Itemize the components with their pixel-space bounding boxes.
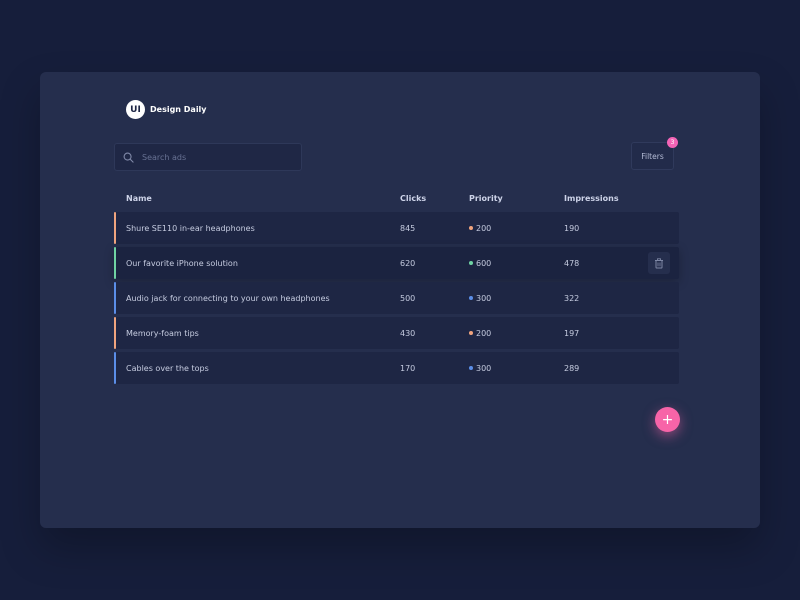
row-name: Memory-foam tips xyxy=(126,328,199,338)
search-input[interactable] xyxy=(140,151,294,163)
table-row[interactable]: Shure SE110 in-ear headphones 845 200 19… xyxy=(114,212,679,244)
table-row[interactable]: Memory-foam tips 430 200 197 xyxy=(114,317,679,349)
brand[interactable]: UI Design Daily xyxy=(126,100,207,119)
row-name: Cables over the tops xyxy=(126,363,209,373)
row-impressions: 478 xyxy=(564,258,580,268)
row-category-stripe xyxy=(114,282,116,314)
delete-row-button[interactable] xyxy=(648,252,670,274)
row-clicks: 170 xyxy=(400,363,416,373)
row-name: Our favorite iPhone solution xyxy=(126,258,238,268)
row-category-stripe xyxy=(114,317,116,349)
row-clicks: 620 xyxy=(400,258,416,268)
row-impressions: 190 xyxy=(564,223,580,233)
row-priority-value: 300 xyxy=(476,363,492,373)
priority-dot xyxy=(469,331,473,335)
priority-dot xyxy=(469,296,473,300)
brand-logo: UI xyxy=(126,100,145,119)
row-priority-value: 600 xyxy=(476,258,492,268)
priority-dot xyxy=(469,261,473,265)
row-name: Shure SE110 in-ear headphones xyxy=(126,223,255,233)
row-name: Audio jack for connecting to your own he… xyxy=(126,293,330,303)
search-box[interactable] xyxy=(114,143,302,171)
column-header-impressions[interactable]: Impressions xyxy=(564,194,619,203)
priority-dot xyxy=(469,366,473,370)
row-priority: 600 xyxy=(469,247,491,279)
row-clicks: 845 xyxy=(400,223,416,233)
brand-name: Design Daily xyxy=(150,105,207,114)
add-ad-button[interactable]: + xyxy=(655,407,680,432)
filters-label: Filters xyxy=(641,151,664,161)
search-icon xyxy=(123,152,134,163)
filters-count-badge: 3 xyxy=(667,137,678,148)
column-header-clicks[interactable]: Clicks xyxy=(400,194,427,203)
row-priority: 300 xyxy=(469,282,491,314)
priority-dot xyxy=(469,226,473,230)
row-priority-value: 300 xyxy=(476,293,492,303)
row-priority: 300 xyxy=(469,352,491,384)
row-priority: 200 xyxy=(469,317,491,349)
row-priority-value: 200 xyxy=(476,223,492,233)
trash-icon xyxy=(655,257,663,268)
plus-icon: + xyxy=(661,411,674,428)
row-clicks: 430 xyxy=(400,328,416,338)
filters-button[interactable]: Filters 3 xyxy=(631,137,678,170)
row-priority-value: 200 xyxy=(476,328,492,338)
ads-panel: UI Design Daily Filters 3 Name Clicks Pr… xyxy=(40,72,760,528)
table-row[interactable]: Cables over the tops 170 300 289 xyxy=(114,352,679,384)
row-impressions: 197 xyxy=(564,328,580,338)
column-header-priority[interactable]: Priority xyxy=(469,194,503,203)
table-row[interactable]: Our favorite iPhone solution 620 600 478 xyxy=(114,247,679,279)
row-category-stripe xyxy=(114,212,116,244)
row-priority: 200 xyxy=(469,212,491,244)
row-category-stripe xyxy=(114,352,116,384)
row-impressions: 289 xyxy=(564,363,580,373)
row-clicks: 500 xyxy=(400,293,416,303)
column-header-name[interactable]: Name xyxy=(126,194,152,203)
row-category-stripe xyxy=(114,247,116,279)
row-impressions: 322 xyxy=(564,293,580,303)
table-row[interactable]: Audio jack for connecting to your own he… xyxy=(114,282,679,314)
